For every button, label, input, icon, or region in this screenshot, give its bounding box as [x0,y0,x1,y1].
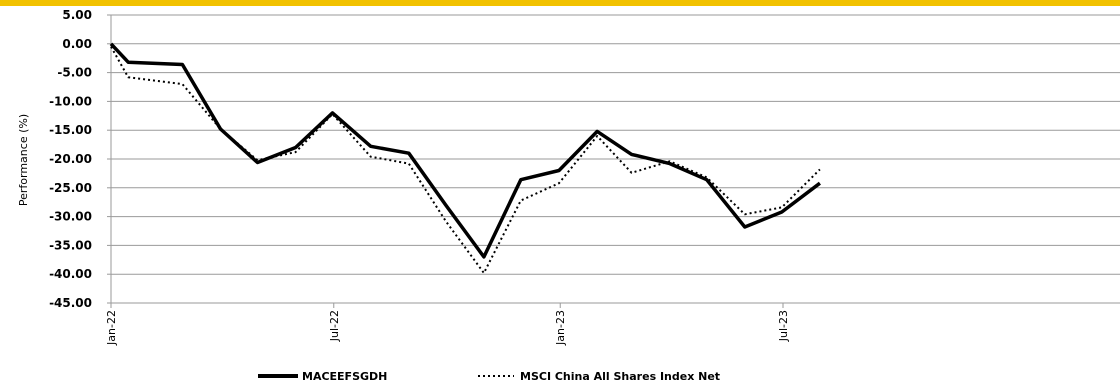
y-tick-label: -20.00 [49,152,92,166]
y-tick-label: 5.00 [62,8,92,22]
x-tick-label: Jul-22 [328,310,341,342]
y-tick-label: -40.00 [49,267,92,281]
legend-label-series-1: MACEEFSGDH [302,370,387,381]
y-axis-label: Performance (%) [17,114,30,206]
x-tick-label: Jan-23 [554,310,567,346]
accent-bar [0,0,1120,6]
y-tick-label: 0.00 [62,37,92,51]
series-lines [109,42,821,274]
x-tick-label: Jan-22 [105,310,118,346]
y-tick-label: -10.00 [49,94,92,108]
y-tick-label: -30.00 [49,210,92,224]
x-tick-label: Jul-23 [777,310,790,342]
series-line-1 [109,42,821,259]
grid-lines [107,14,1120,304]
y-tick-label: -45.00 [49,296,92,310]
y-tick-label: -15.00 [49,123,92,137]
series-line-2 [110,46,821,274]
y-tick-labels: 5.00 0.00 -5.00 -10.00 -15.00 -20.00 -25.00 -30… [49,8,92,310]
legend: MACEEFSGDH MSCI China All Shares Index N… [258,370,720,381]
x-tick-labels: Jan-22 Jul-22 Jan-23 Jul-23 [105,303,790,346]
y-tick-label: -5.00 [57,66,92,80]
legend-label-series-2: MSCI China All Shares Index Net [520,370,720,381]
y-tick-label: -25.00 [49,181,92,195]
y-tick-label: -35.00 [49,238,92,252]
